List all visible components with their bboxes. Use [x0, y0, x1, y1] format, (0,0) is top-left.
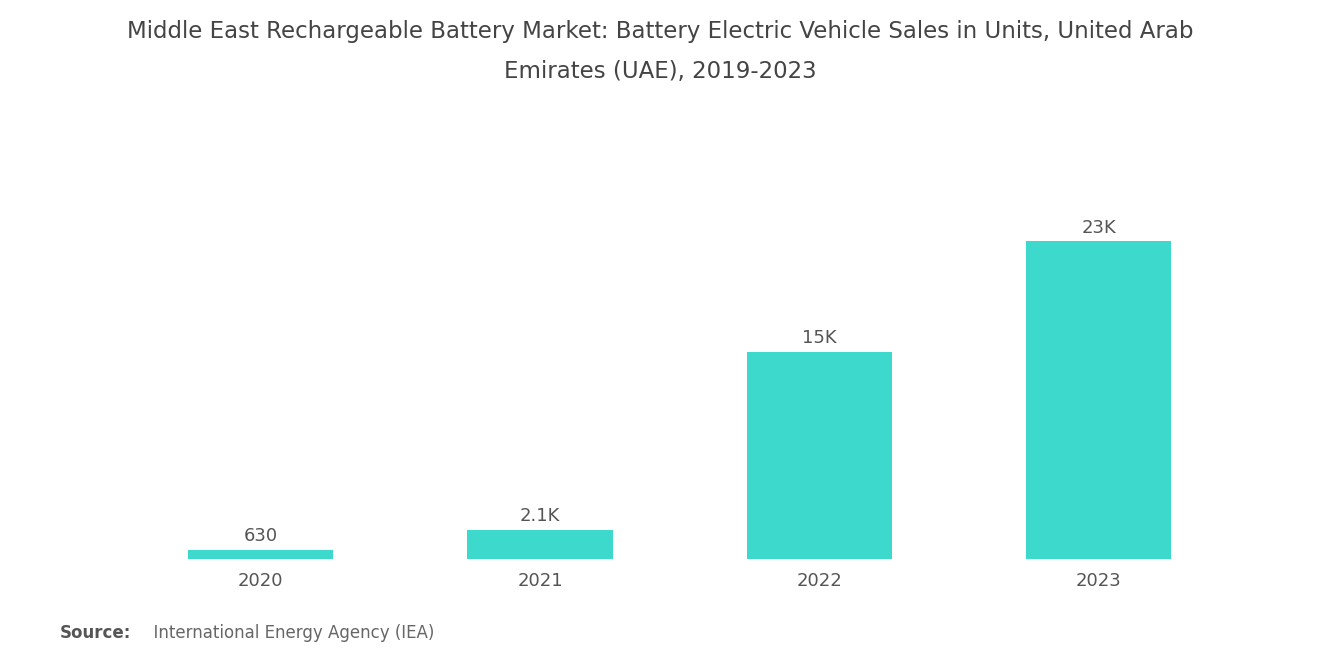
Text: Middle East Rechargeable Battery Market: Battery Electric Vehicle Sales in Units: Middle East Rechargeable Battery Market:… — [127, 20, 1193, 43]
Text: 630: 630 — [244, 527, 277, 545]
Bar — [189, 550, 334, 559]
Text: Emirates (UAE), 2019-2023: Emirates (UAE), 2019-2023 — [504, 60, 816, 83]
Bar — [1026, 241, 1171, 559]
Text: Source:: Source: — [59, 624, 131, 642]
Text: 23K: 23K — [1081, 219, 1117, 237]
Text: 15K: 15K — [803, 329, 837, 347]
Bar — [467, 529, 612, 559]
Text: International Energy Agency (IEA): International Energy Agency (IEA) — [143, 624, 434, 642]
Text: 2.1K: 2.1K — [520, 507, 560, 525]
Bar — [747, 352, 892, 559]
